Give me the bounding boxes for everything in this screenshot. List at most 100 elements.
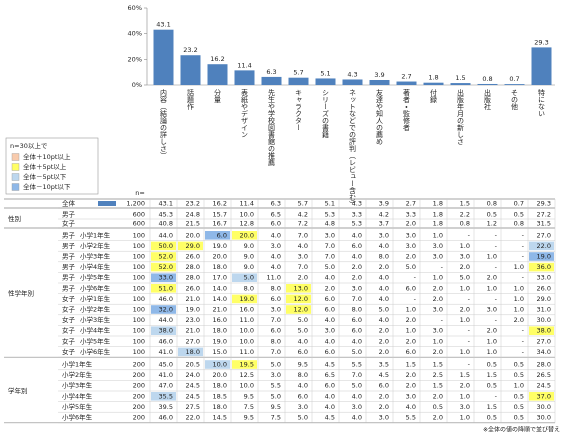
cell: 31.0 [537,306,551,314]
cell: 3.0 [325,327,335,335]
cell: 1.5 [487,371,497,379]
cell: 10.0 [240,382,254,390]
cell: 6.3 [271,200,281,208]
row-label: 小学1年生 [80,294,111,303]
cell: 10.0 [213,361,227,369]
cell: 3.0 [271,306,281,314]
cell: 46.0 [159,295,173,303]
cell: 18.0 [186,348,200,356]
cell: 3.0 [460,403,470,411]
cell: 3.5 [379,361,389,369]
cell: 6.5 [271,211,281,219]
cell: 10.0 [240,327,254,335]
cell-highlight [286,284,311,293]
cell: 0.5 [487,211,497,219]
cell: 22.0 [186,414,200,422]
cell: 5.3 [352,220,362,228]
cell: 21.0 [186,295,200,303]
cell: 0.5 [514,361,524,369]
cell: 4.0 [325,403,335,411]
row-n: 200 [133,361,145,369]
cell: 6.0 [298,392,308,400]
cell: 2.0 [406,253,416,261]
row-sex: 女子 [62,315,76,324]
cell: 5.0 [271,361,281,369]
cell-highlight [232,273,257,282]
cell-highlight [178,347,203,357]
cell: 5.0 [406,263,416,271]
cell: 9.0 [244,263,254,271]
cell: 3.0 [271,371,281,379]
cell: - [468,337,471,345]
cell: 29.0 [537,295,551,303]
cell: 2.0 [433,295,443,303]
cell: 3.0 [433,242,443,250]
bar [315,78,336,85]
cell: 14.0 [213,284,227,292]
category-label: 出版社 [484,88,492,111]
row-sex: 女子 [62,336,76,345]
cell: 1.0 [460,284,470,292]
cell: 6.0 [271,220,281,228]
cell: 20.5 [186,361,200,369]
cell: 2.0 [460,382,470,390]
bar [342,79,363,85]
bar [180,55,201,85]
cell: 1.5 [433,382,443,390]
value-label: 2.7 [401,73,411,81]
legend-swatch [11,163,20,171]
cell-highlight [529,241,554,251]
category-label: シリーズの書籍 [322,89,330,139]
value-label: 1.8 [428,74,438,82]
cell: 38.0 [159,327,173,335]
cell: 6.0 [352,242,362,250]
cell: 41.0 [159,371,173,379]
total-marker [98,201,116,206]
cell: 3.0 [406,242,416,250]
cell: 22.0 [537,242,551,250]
cell: 18.0 [213,263,227,271]
cell: 35.5 [159,392,173,400]
cell: 28.0 [186,263,200,271]
cell: 26.0 [186,284,200,292]
cell: 9.0 [244,253,254,261]
bar [504,84,525,85]
cell: 18.0 [213,327,227,335]
cell: 50.0 [159,242,173,250]
category-label: ネットなどでの評判（レビュー含む） [349,89,357,208]
cell: 10.0 [240,211,254,219]
row-n: 100 [133,327,145,335]
row-n: 100 [133,348,145,356]
cell: 1.0 [433,231,443,239]
cell: 0.5 [514,392,524,400]
cell: 3.0 [298,253,308,261]
bar [477,83,498,85]
cell: 2.0 [514,316,524,324]
cell: 21.5 [186,220,200,228]
cell: 6.0 [271,327,281,335]
cell: 1.5 [460,371,470,379]
category-label: 分量 [214,88,222,103]
cell: - [468,327,471,335]
cell: 0.5 [487,414,497,422]
cell: 6.0 [406,284,416,292]
cell: 27.5 [186,403,200,411]
cell-highlight [232,231,257,240]
value-label: 23.2 [183,46,197,54]
value-label: 43.1 [156,21,170,29]
cell: 2.0 [433,414,443,422]
cell: 18.0 [213,403,227,411]
row-n: 100 [133,306,145,314]
legend-label: 全体－10pt以下 [23,182,71,191]
cell: 6.0 [271,295,281,303]
cell: 2.0 [406,337,416,345]
cell: 2.0 [487,327,497,335]
cell: 3.0 [406,231,416,239]
cell: 1.0 [406,306,416,314]
cell: 30.0 [537,316,551,324]
cell: 17.0 [213,274,227,282]
cell: 3.0 [433,327,443,335]
cell: - [495,263,498,271]
cell: 7.0 [271,316,281,324]
